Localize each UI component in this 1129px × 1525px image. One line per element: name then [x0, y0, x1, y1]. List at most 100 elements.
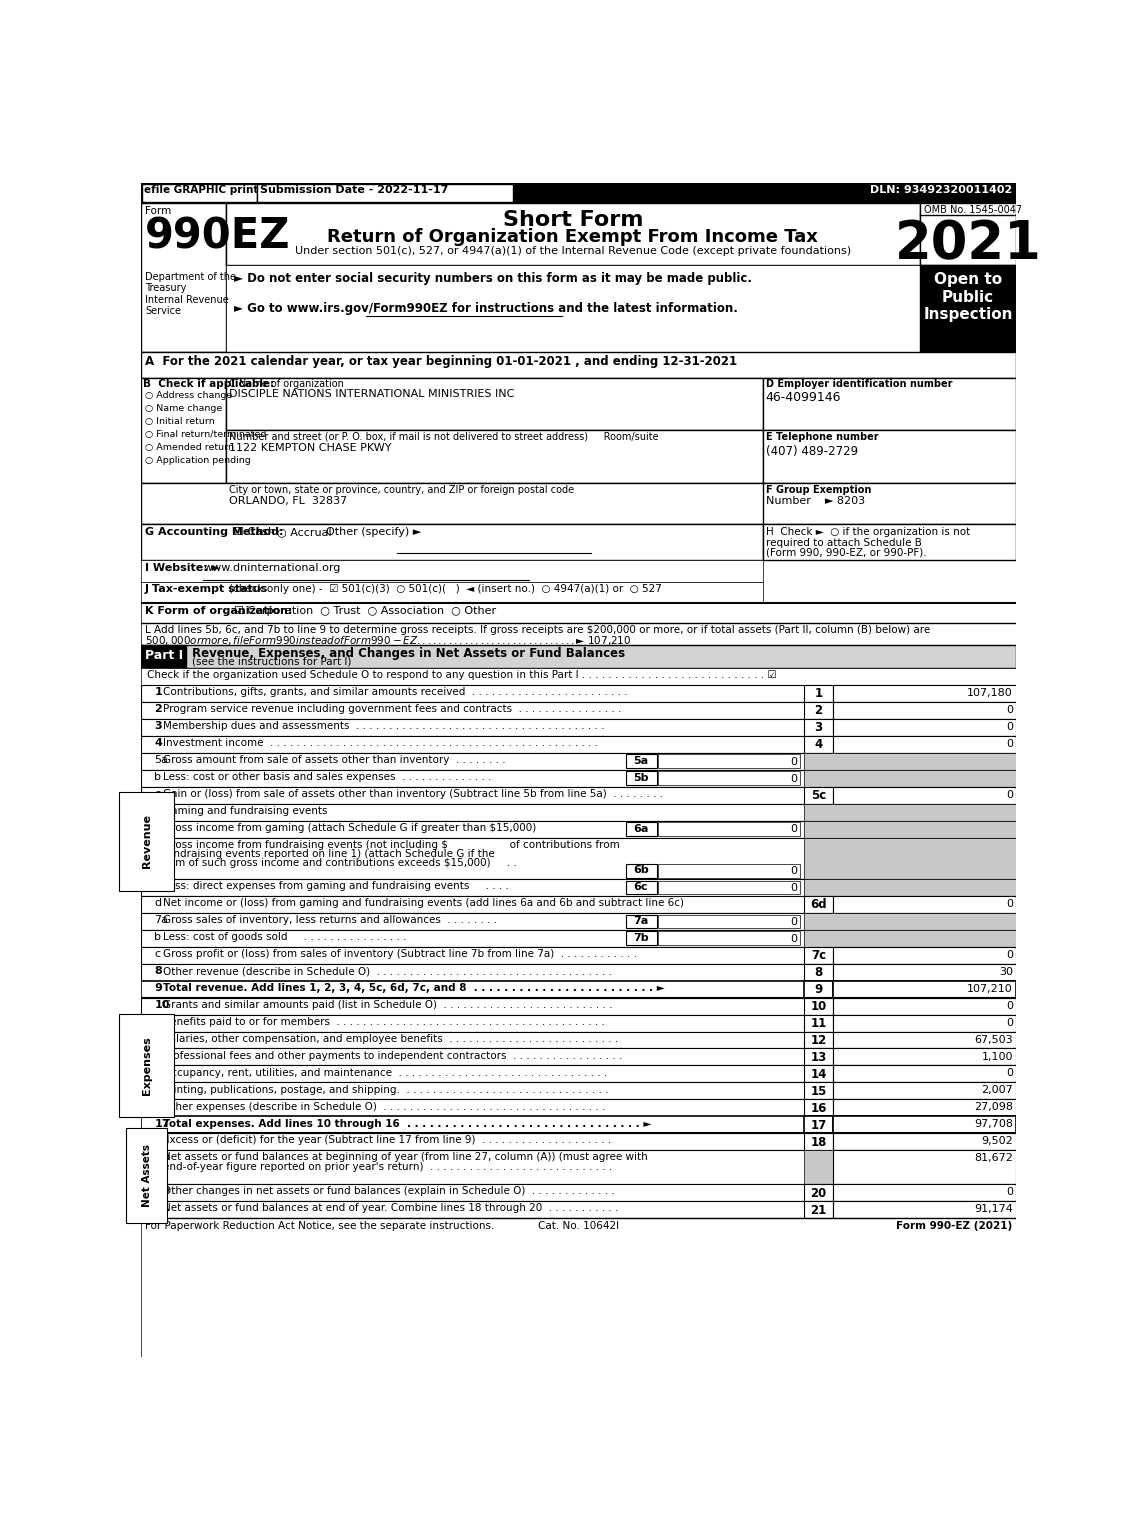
Text: 11: 11	[811, 1017, 826, 1029]
Text: Return of Organization Exempt From Income Tax: Return of Organization Exempt From Incom…	[327, 227, 819, 246]
Bar	[141, 997, 1016, 1014]
Bar	[141, 820, 1016, 837]
Text: 3: 3	[155, 721, 161, 730]
Bar	[625, 880, 656, 895]
Text: 5a: 5a	[155, 755, 168, 766]
Text: 6b: 6b	[633, 865, 649, 875]
Bar	[658, 822, 799, 836]
Text: b: b	[155, 840, 161, 849]
Text: c: c	[155, 949, 160, 959]
Text: Part I: Part I	[145, 648, 183, 662]
Bar	[804, 913, 1016, 930]
Text: 10: 10	[155, 1000, 169, 1010]
Bar	[141, 718, 1016, 737]
Bar	[804, 1150, 833, 1183]
Text: Expenses: Expenses	[141, 1035, 151, 1095]
Text: 4: 4	[814, 738, 823, 752]
Text: 16: 16	[811, 1101, 826, 1115]
Text: 2: 2	[814, 705, 823, 717]
Bar	[804, 770, 1016, 787]
Text: 46-4099146: 46-4099146	[765, 390, 841, 404]
Text: Under section 501(c), 527, or 4947(a)(1) of the Internal Revenue Code (except pr: Under section 501(c), 527, or 4947(a)(1)…	[295, 246, 851, 256]
Bar	[141, 483, 765, 525]
Text: Gross income from fundraising events (not including $                   of contr: Gross income from fundraising events (no…	[163, 840, 620, 849]
Bar	[804, 1066, 833, 1083]
Text: 0: 0	[1006, 950, 1013, 959]
Text: ► Go to www.irs.gov/Form990EZ for instructions and the latest information.: ► Go to www.irs.gov/Form990EZ for instru…	[234, 302, 738, 316]
Bar	[141, 1100, 1016, 1116]
Bar	[141, 560, 763, 583]
Text: L Add lines 5b, 6c, and 7b to line 9 to determine gross receipts. If gross recei: L Add lines 5b, 6c, and 7b to line 9 to …	[145, 625, 930, 634]
Bar	[658, 880, 799, 895]
Bar	[141, 1116, 1016, 1133]
Text: ○ Application pending: ○ Application pending	[145, 456, 251, 465]
Text: DISCIPLE NATIONS INTERNATIONAL MINISTRIES INC: DISCIPLE NATIONS INTERNATIONAL MINISTRIE…	[229, 389, 514, 400]
Text: 14: 14	[811, 1068, 826, 1081]
Bar	[141, 583, 763, 604]
Bar	[625, 772, 656, 785]
Text: 5b: 5b	[633, 773, 649, 782]
Text: required to attach Schedule B: required to attach Schedule B	[765, 538, 921, 547]
Bar	[920, 203, 1016, 265]
Text: ○ Initial return: ○ Initial return	[145, 416, 215, 425]
Text: Form 990-EZ (2021): Form 990-EZ (2021)	[896, 1222, 1013, 1231]
Bar	[804, 737, 833, 753]
Bar	[833, 718, 1016, 737]
Text: 13: 13	[811, 1051, 826, 1064]
Bar	[625, 932, 656, 946]
Text: E Telephone number: E Telephone number	[765, 432, 878, 442]
Text: 6c: 6c	[633, 881, 648, 892]
Text: Check if the organization used Schedule O to respond to any question in this Par: Check if the organization used Schedule …	[147, 671, 777, 680]
Text: Net income or (loss) from gaming and fundraising events (add lines 6a and 6b and: Net income or (loss) from gaming and fun…	[163, 898, 684, 909]
Text: Benefits paid to or for members  . . . . . . . . . . . . . . . . . . . . . . . .: Benefits paid to or for members . . . . …	[163, 1017, 605, 1026]
Text: 9: 9	[155, 984, 163, 993]
Text: City or town, state or province, country, and ZIP or foreign postal code: City or town, state or province, country…	[229, 485, 574, 494]
Text: H  Check ►  ○ if the organization is not: H Check ► ○ if the organization is not	[765, 528, 970, 537]
Bar	[763, 430, 1016, 483]
Bar	[833, 981, 1016, 997]
Text: efile GRAPHIC print: efile GRAPHIC print	[145, 186, 259, 195]
Text: For Paperwork Reduction Act Notice, see the separate instructions.: For Paperwork Reduction Act Notice, see …	[145, 1222, 495, 1231]
Text: c: c	[155, 881, 160, 892]
Bar	[141, 685, 1016, 702]
Text: 0: 0	[1006, 740, 1013, 749]
Text: b: b	[155, 772, 161, 782]
Bar	[141, 947, 1016, 964]
Bar	[141, 913, 1016, 930]
Text: ○ Amended return: ○ Amended return	[145, 444, 234, 453]
Bar	[804, 820, 1016, 837]
Bar	[141, 1202, 1016, 1218]
Text: I Website: ►: I Website: ►	[145, 563, 220, 572]
Bar	[804, 1116, 833, 1133]
Text: ☑ Cash: ☑ Cash	[234, 528, 275, 537]
Bar	[833, 685, 1016, 702]
Text: 30: 30	[999, 967, 1013, 978]
Bar	[141, 981, 1016, 997]
Text: 3: 3	[814, 721, 823, 734]
Text: 8: 8	[814, 967, 823, 979]
Bar	[804, 787, 833, 804]
Bar	[833, 947, 1016, 964]
Text: (407) 489-2729: (407) 489-2729	[765, 445, 858, 457]
Text: Printing, publications, postage, and shipping.  . . . . . . . . . . . . . . . . : Printing, publications, postage, and shi…	[163, 1084, 609, 1095]
Text: 7c: 7c	[811, 949, 826, 962]
Bar	[833, 1049, 1016, 1066]
Bar	[141, 804, 1016, 820]
Bar	[833, 964, 1016, 981]
Text: B  Check if applicable:: B Check if applicable:	[143, 380, 274, 389]
Text: 0: 0	[790, 866, 797, 875]
Bar	[141, 787, 1016, 804]
Text: ○ Name change: ○ Name change	[145, 404, 222, 413]
Bar	[804, 930, 1016, 947]
Text: (check only one) -  ☑ 501(c)(3)  ○ 501(c)(   )  ◄ (insert no.)  ○ 4947(a)(1) or : (check only one) - ☑ 501(c)(3) ○ 501(c)(…	[229, 584, 662, 595]
Text: 0: 0	[790, 773, 797, 784]
Bar	[833, 1116, 1016, 1133]
Bar	[658, 932, 799, 946]
Text: 0: 0	[1006, 1186, 1013, 1197]
Bar	[625, 822, 656, 836]
Text: Less: cost of goods sold     . . . . . . . . . . . . . . . .: Less: cost of goods sold . . . . . . . .…	[163, 932, 406, 942]
Text: Revenue, Expenses, and Changes in Net Assets or Fund Balances: Revenue, Expenses, and Changes in Net As…	[192, 647, 624, 659]
Text: fundraising events reported on line 1) (attach Schedule G if the: fundraising events reported on line 1) (…	[163, 849, 495, 859]
Bar	[804, 1049, 833, 1066]
Bar	[833, 1202, 1016, 1218]
